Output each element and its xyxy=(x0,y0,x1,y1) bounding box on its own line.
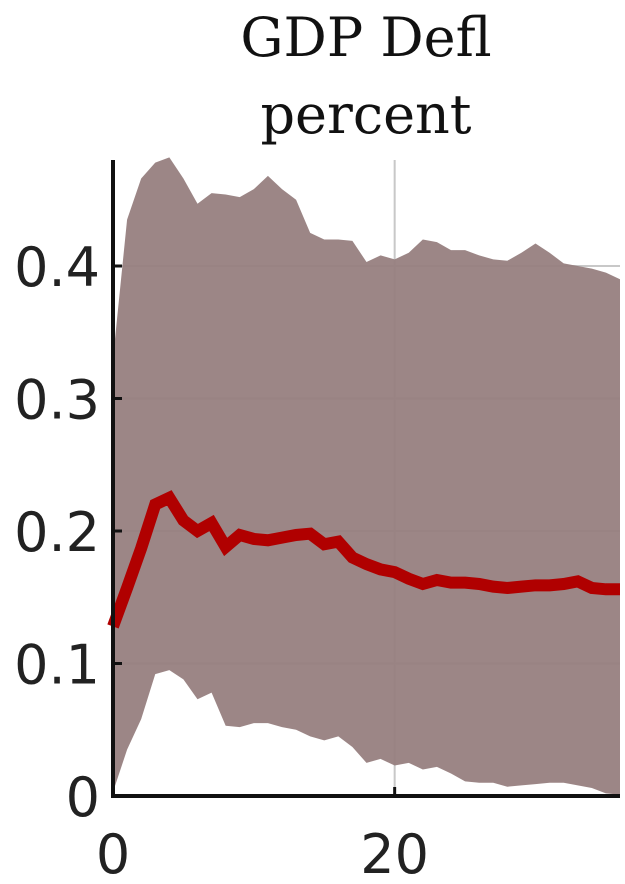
x-tick-label-1: 20 xyxy=(360,823,429,884)
chart-subtitle: percent xyxy=(260,83,471,146)
tick-labels: 0 0.1 0.2 0.3 0.4 0 20 xyxy=(14,236,429,884)
confidence-band xyxy=(113,157,620,795)
y-tick-label-2: 0.2 xyxy=(14,501,100,564)
axes xyxy=(111,160,620,798)
y-tick-label-1: 0.1 xyxy=(14,634,100,697)
y-tick-label-3: 0.3 xyxy=(14,369,100,432)
median-line xyxy=(107,490,620,629)
y-tick-label-0: 0 xyxy=(66,766,100,829)
x-tick-label-0: 0 xyxy=(96,823,130,884)
chart-title: GDP Defl xyxy=(240,6,491,69)
band-area xyxy=(113,157,620,795)
y-tick-label-4: 0.4 xyxy=(14,236,100,299)
median-series xyxy=(107,490,620,629)
